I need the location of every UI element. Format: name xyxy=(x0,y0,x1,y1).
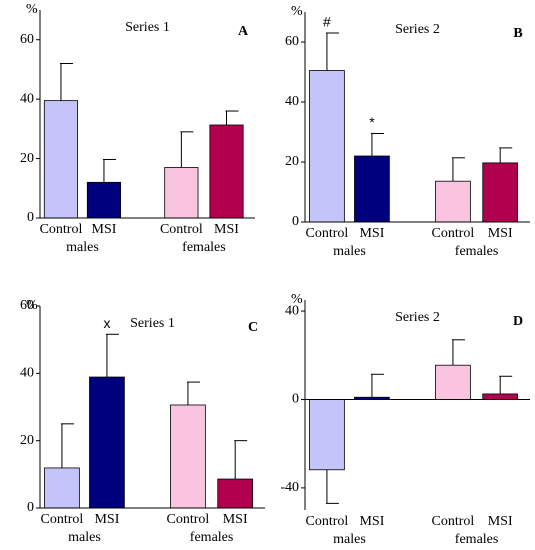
group-label: males xyxy=(333,244,366,259)
bar xyxy=(217,478,254,509)
y-tick-label: 40 xyxy=(285,303,299,318)
bar xyxy=(435,364,471,400)
x-tick-label: Control xyxy=(432,514,475,529)
bar xyxy=(43,100,79,219)
y-tick-label: 60 xyxy=(20,298,34,313)
bar xyxy=(170,404,206,509)
bar xyxy=(482,162,519,223)
panel-letter: C xyxy=(248,320,258,335)
group-label: males xyxy=(333,532,366,547)
x-tick-label: MSI xyxy=(359,514,384,529)
panel-letter: D xyxy=(513,314,523,329)
y-tick-label: 0 xyxy=(27,500,34,515)
bar xyxy=(86,181,122,219)
annotation: * xyxy=(369,114,375,130)
y-tick-label: 0 xyxy=(292,214,299,229)
bar xyxy=(435,180,471,223)
x-tick-label: MSI xyxy=(94,512,119,527)
y-tick-label: 0 xyxy=(27,210,34,225)
bar xyxy=(354,155,390,223)
y-tick-label: 40 xyxy=(20,366,34,381)
y-tick-label: 20 xyxy=(20,433,34,448)
y-tick-label: -40 xyxy=(280,480,299,495)
group-label: males xyxy=(68,530,101,545)
y-tick-label: 60 xyxy=(20,32,34,47)
bar xyxy=(209,124,244,219)
group-label: females xyxy=(182,240,226,255)
x-tick-label: Control xyxy=(41,512,84,527)
group-label: females xyxy=(190,530,234,545)
chart-title: Series 2 xyxy=(395,310,440,325)
y-tick-label: 20 xyxy=(285,154,299,169)
chart-title: Series 1 xyxy=(125,20,170,35)
bar xyxy=(164,167,199,219)
x-tick-label: MSI xyxy=(92,222,117,237)
y-axis-label: % xyxy=(26,2,38,17)
annotation: # xyxy=(323,14,331,30)
x-tick-label: MSI xyxy=(223,512,248,527)
group-label: females xyxy=(455,244,499,259)
group-label: males xyxy=(66,240,99,255)
bar xyxy=(89,376,125,509)
bar xyxy=(482,393,519,400)
bar xyxy=(309,70,345,223)
y-tick-label: 0 xyxy=(292,392,299,407)
annotation: x xyxy=(103,315,110,331)
panel-letter: A xyxy=(238,24,249,39)
bar xyxy=(309,399,345,471)
x-tick-label: MSI xyxy=(488,514,513,529)
x-tick-label: MSI xyxy=(214,222,239,237)
x-tick-label: MSI xyxy=(488,226,513,241)
group-label: females xyxy=(455,532,499,547)
x-tick-label: MSI xyxy=(359,226,384,241)
x-tick-label: Control xyxy=(167,512,210,527)
y-tick-label: 40 xyxy=(20,91,34,106)
y-tick-label: 60 xyxy=(285,34,299,49)
x-tick-label: Control xyxy=(306,514,349,529)
y-axis-label: % xyxy=(26,298,38,313)
y-tick-label: 20 xyxy=(20,151,34,166)
x-tick-label: Control xyxy=(160,222,203,237)
panel-letter: B xyxy=(513,26,522,41)
y-axis-label: % xyxy=(291,4,303,19)
chart-title: Series 2 xyxy=(395,22,440,37)
bar xyxy=(44,467,80,509)
y-tick-label: 40 xyxy=(285,94,299,109)
x-tick-label: Control xyxy=(432,226,475,241)
chart-title: Series 1 xyxy=(130,316,175,331)
x-tick-label: Control xyxy=(306,226,349,241)
y-axis-label: % xyxy=(291,292,303,307)
x-tick-label: Control xyxy=(40,222,83,237)
